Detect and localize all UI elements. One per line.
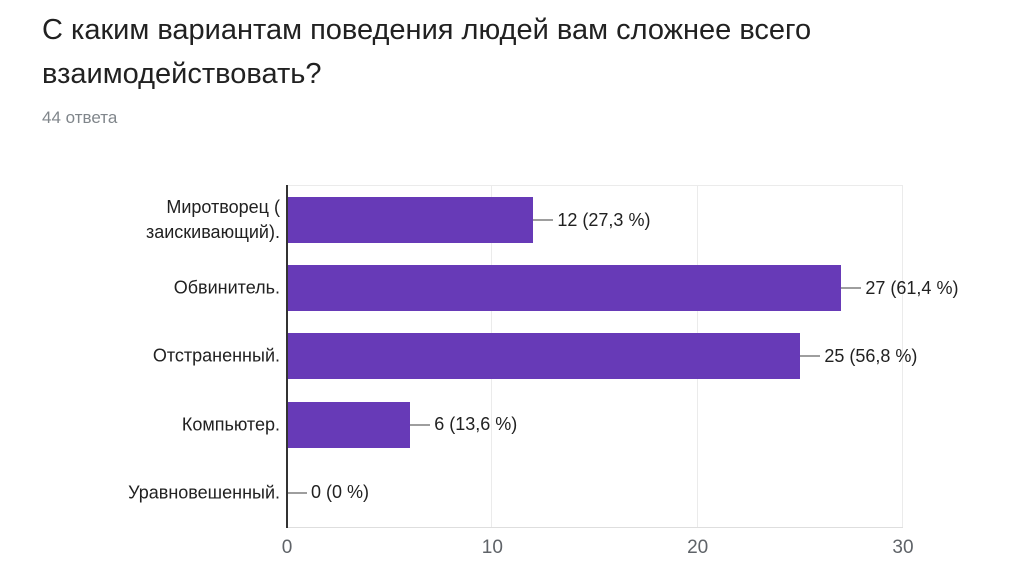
value-label-connector — [533, 219, 554, 222]
x-axis-tick-label-0: 0 — [281, 537, 293, 558]
bar-row: Обвинитель. 27 (61,4 %) — [174, 254, 958, 322]
bar — [287, 401, 411, 448]
x-axis-tick-label-30: 30 — [892, 537, 914, 558]
bar — [287, 265, 842, 312]
bar-row: Уравновешенный. 0 (0 %) — [128, 459, 903, 527]
value-label-connector — [287, 491, 307, 494]
value-label-connector — [410, 423, 431, 426]
x-axis-tick-label-20: 20 — [687, 537, 709, 558]
bar-row: Миротворец ( заискивающий). 12 (27,3 %) — [146, 186, 903, 254]
bar-row: Отстраненный. 25 (56,8 %) — [153, 322, 917, 390]
y-axis-line — [286, 185, 288, 528]
x-axis-tick-label-10: 10 — [481, 537, 503, 558]
value-label: 25 (56,8 %) — [824, 345, 918, 366]
responses-count: 44 ответа — [42, 108, 118, 127]
value-label-connector — [841, 287, 862, 290]
bar-chart-plot-area: 0 10 20 30 Миротворец ( заискивающий). 12 (27… — [128, 185, 958, 558]
bar — [287, 333, 801, 380]
category-label: Компьютер. — [181, 414, 280, 435]
question-title: С каким вариантам поведения людей вам сл… — [42, 14, 812, 90]
category-label: Отстраненный. — [152, 345, 280, 366]
value-label: 12 (27,3 %) — [557, 209, 651, 230]
bar — [287, 197, 534, 244]
value-label: 27 (61,4 %) — [865, 277, 959, 298]
value-label: 6 (13,6 %) — [434, 414, 518, 435]
value-label-connector — [800, 355, 821, 358]
gridline-30 — [902, 186, 903, 527]
category-label: Миротворец ( заискивающий). — [145, 197, 280, 243]
category-label: Обвинитель. — [173, 277, 280, 298]
category-label: Уравновешенный. — [128, 482, 280, 503]
bar-row: Компьютер. 6 (13,6 %) — [182, 391, 903, 459]
value-label: 0 (0 %) — [311, 482, 370, 503]
